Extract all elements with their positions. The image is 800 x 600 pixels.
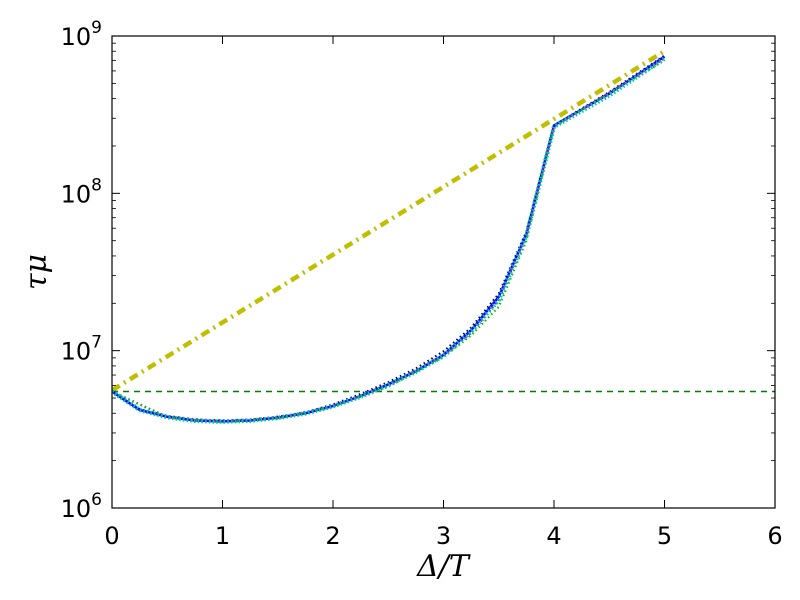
series-line-6: [112, 56, 666, 424]
x-tick-label: 4: [546, 522, 561, 550]
x-axis-label: Δ/T: [416, 549, 471, 584]
y-tick-label: 107: [61, 333, 102, 366]
plot-frame: [111, 35, 776, 509]
x-tick-label: 0: [104, 522, 119, 550]
tick-labels-layer: 0 1 2 3 4 5 6 106 107 108 109: [61, 18, 783, 550]
y-axis-label: τμ: [19, 254, 54, 290]
x-tick-label: 5: [657, 522, 672, 550]
series-layer: [112, 49, 775, 424]
x-tick-label: 2: [325, 522, 340, 550]
plot-background: [112, 36, 775, 508]
x-tick-label: 6: [767, 522, 782, 550]
y-tick-label: 108: [61, 175, 102, 208]
y-tick-label: 109: [61, 18, 102, 51]
x-tick-label: 3: [436, 522, 451, 550]
series-line-0: [112, 49, 666, 393]
x-tick-label: 1: [215, 522, 230, 550]
y-tick-label: 106: [61, 490, 102, 523]
